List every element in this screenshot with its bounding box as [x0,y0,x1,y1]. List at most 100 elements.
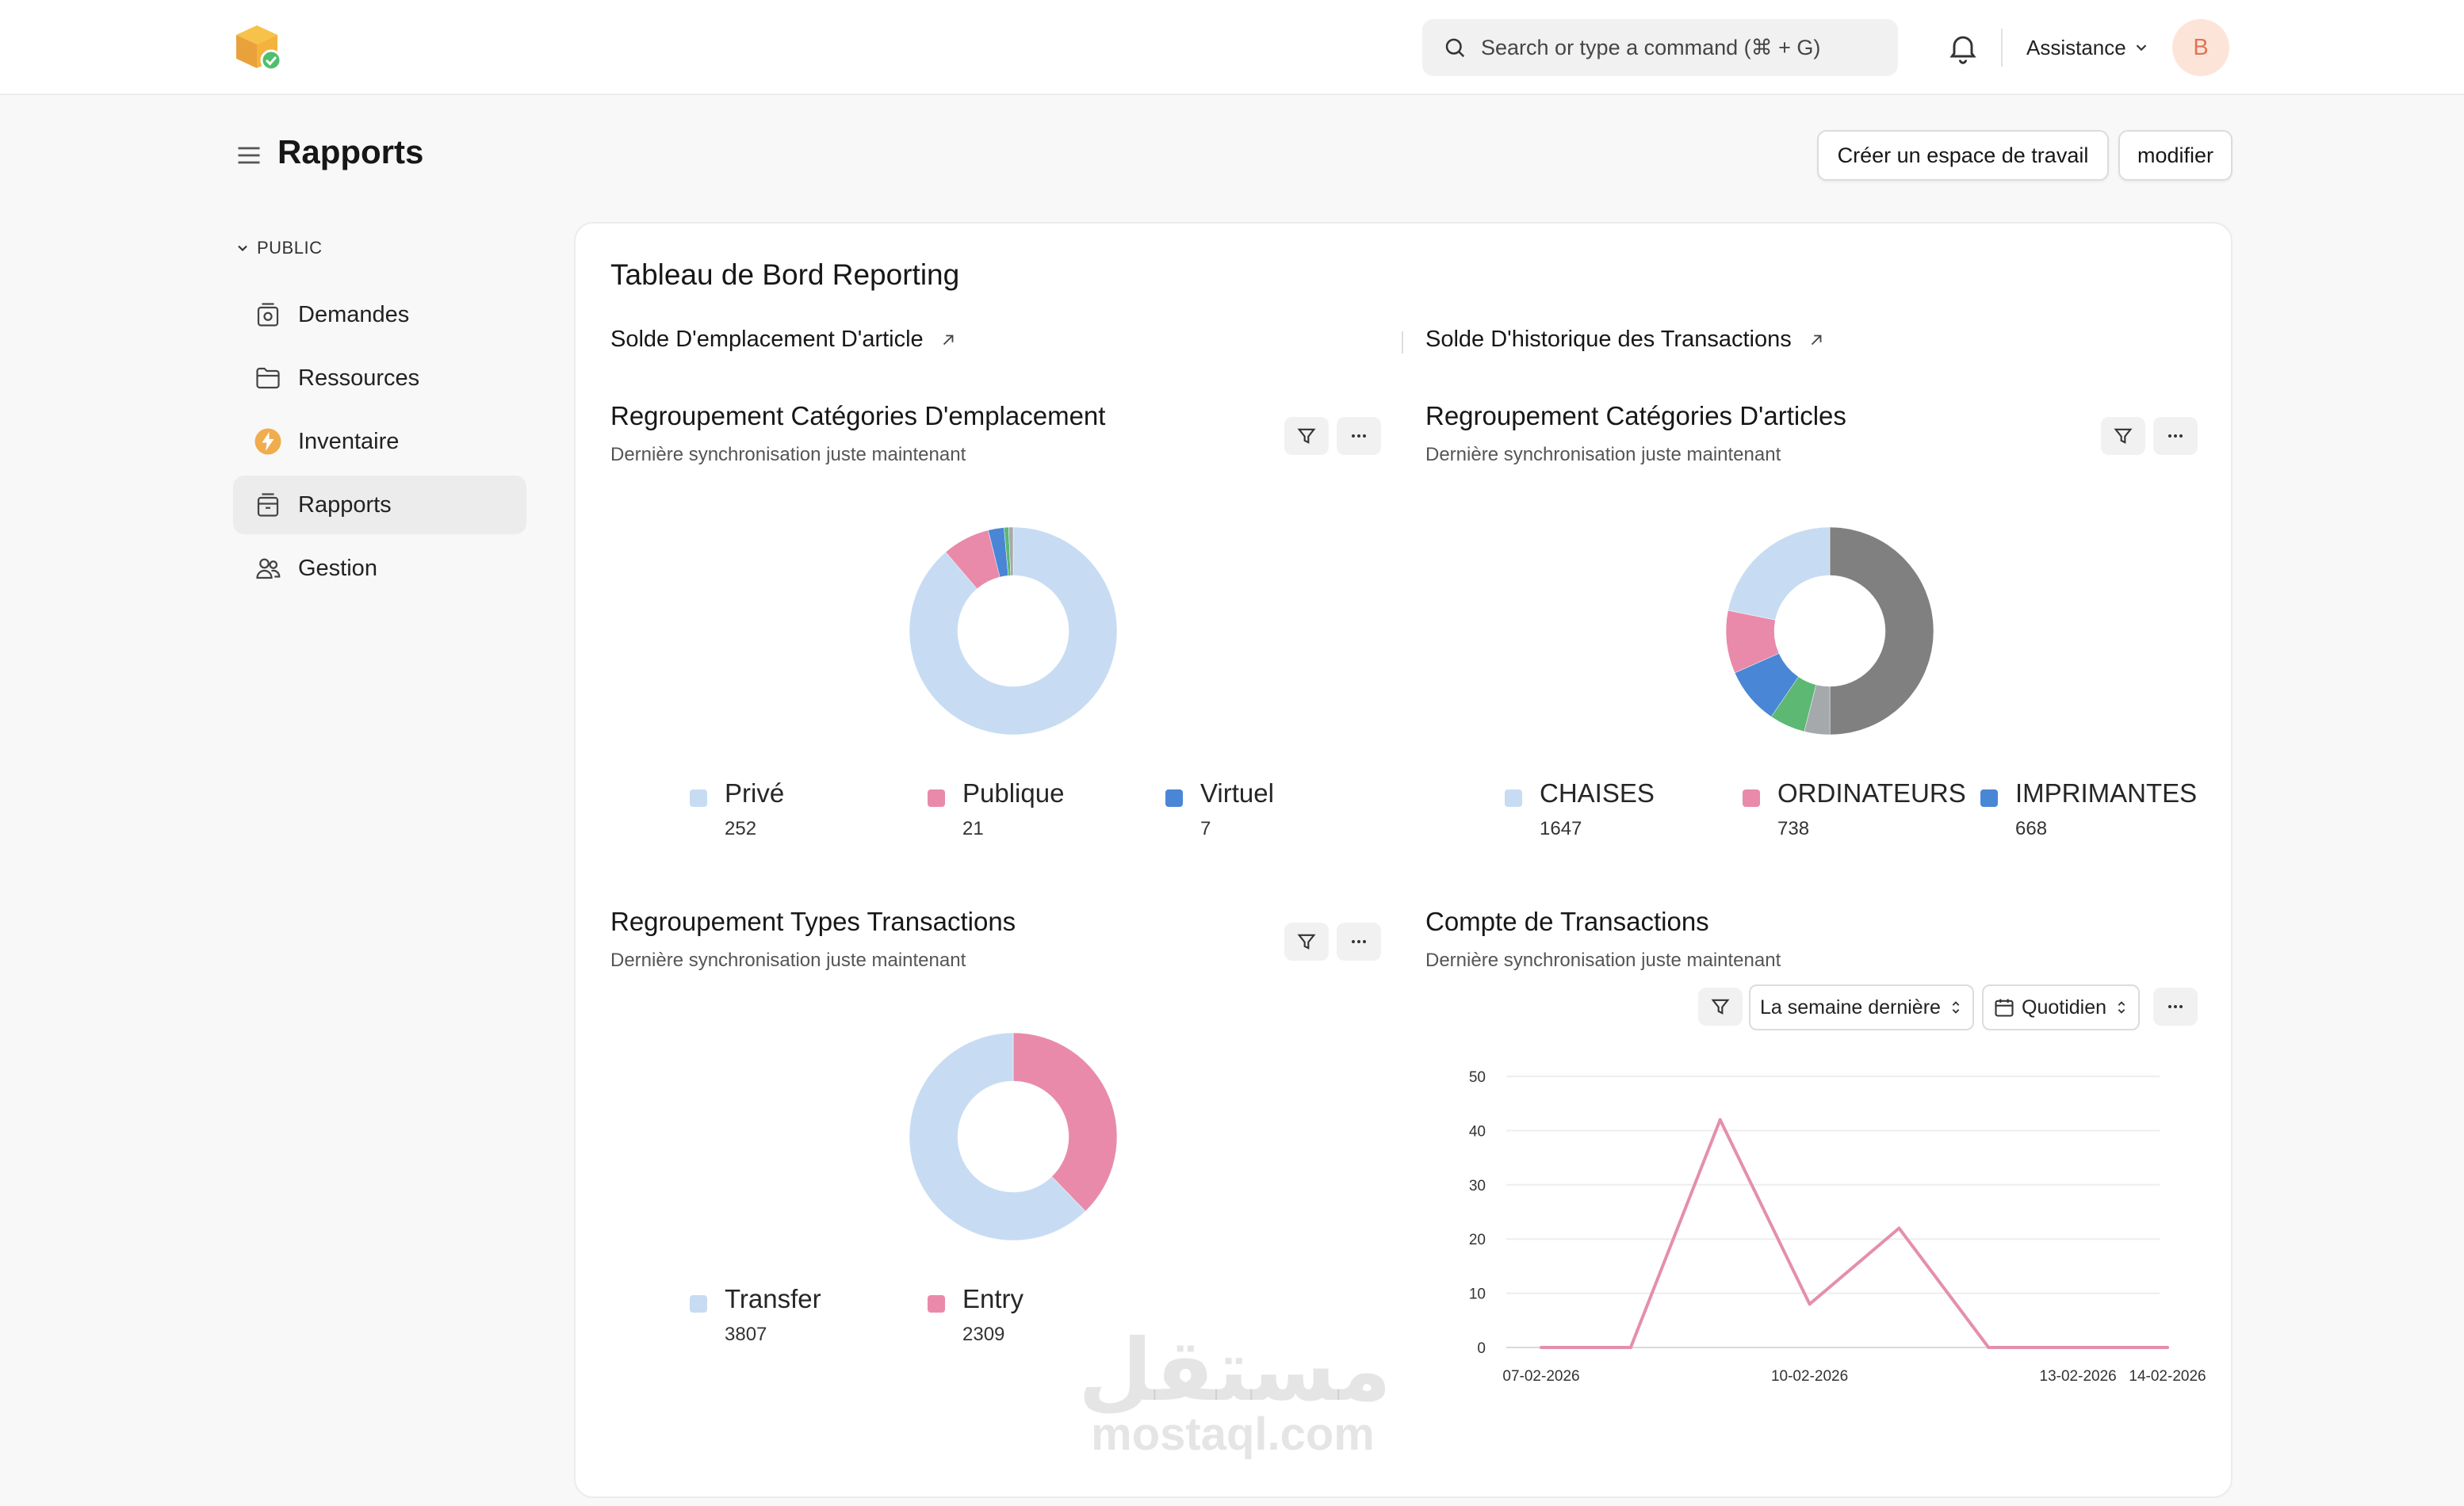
sidebar-item-inventaire[interactable]: Inventaire [233,412,526,471]
widget-sync-text: Dernière synchronisation juste maintenan… [610,950,966,971]
donut-slice-entry[interactable] [1012,1032,1118,1212]
legend-swatch [690,1295,707,1313]
legend-label: IMPRIMANTES [2015,778,2198,808]
legend-label: ORDINATEURS [1777,778,1966,808]
transaction-count-line-chart: 0 10 20 30 40 50 07-02-2026 10-02-2026 13-02-202… [1469,1069,2206,1385]
more-icon [1352,434,1366,438]
widget-title: Regroupement Catégories D'emplacement [610,401,1106,430]
legend-swatch [1165,789,1183,807]
page-title: Rapports [277,133,424,170]
filter-button[interactable] [1284,923,1329,961]
legend-label: Virtuel [1200,778,1274,808]
donut-slice-transfer[interactable] [909,1032,1086,1241]
data-point[interactable] [1808,1302,1812,1306]
period-value: La semaine dernière [1760,996,1941,1019]
legend-swatch [928,789,945,807]
widget-sync-text: Dernière synchronisation juste maintenan… [610,444,966,465]
y-tick-label: 10 [1469,1286,1486,1303]
data-point[interactable] [2076,1346,2080,1349]
filter-icon [2114,428,2133,444]
data-point[interactable] [1628,1346,1632,1349]
donut-slice-privé[interactable] [909,526,1118,736]
sidebar-item-label: Gestion [298,555,377,581]
legend-label: CHAISES [1540,778,1655,808]
top-bar: Assistance B [0,0,2464,95]
widget-title: Regroupement Types Transactions [610,907,1016,936]
item-location-balance-link[interactable]: Solde D'emplacement D'article [610,327,957,353]
notification-bell-icon[interactable] [1946,30,1980,65]
sidebar-section-toggle[interactable]: PUBLIC [235,238,322,258]
filter-button[interactable] [2101,417,2145,455]
y-tick-label: 20 [1469,1232,1486,1248]
data-point[interactable] [1987,1346,1991,1349]
more-options-button[interactable] [1337,417,1381,455]
data-point[interactable] [1540,1346,1543,1349]
report-icon [257,493,279,517]
x-tick-label: 14-02-2026 [2129,1368,2206,1385]
chevron-up-down-icon [2118,1001,2125,1014]
lightning-icon [254,428,281,455]
widget-title: Regroupement Catégories D'articles [1425,401,1846,430]
header-divider [2001,29,2003,67]
widget-sync-text: Dernière synchronisation juste maintenan… [1425,950,1781,971]
calendar-icon [1995,999,2014,1017]
data-point[interactable] [2166,1346,2169,1349]
series-line[interactable] [1541,1118,2167,1349]
search-bar[interactable] [1422,19,1898,76]
dashboard-title: Tableau de Bord Reporting [610,258,960,291]
data-point[interactable] [1718,1118,1722,1122]
interval-select[interactable]: Quotidien [1982,984,2141,1030]
request-icon [257,303,279,327]
sidebar-item-ressources[interactable]: Ressources [233,349,526,407]
location-category-donut-chart [909,526,1118,736]
more-icon [2168,1005,2183,1008]
donut-slice-0[interactable] [1829,526,1934,736]
more-icon [1352,940,1366,943]
legend-label: Publique [962,778,1065,808]
x-tick-label: 13-02-2026 [2040,1368,2117,1385]
legend-label: Privé [725,778,785,808]
sidebar-item-rapports[interactable]: Rapports [233,476,526,534]
sidebar-item-label: Ressources [298,365,420,391]
legend-swatch [928,1295,945,1313]
legend-value: 668 [2015,818,2048,839]
legend-swatch [1980,789,1998,807]
transaction-history-link[interactable]: Solde D'historique des Transactions [1425,327,1825,353]
more-options-button[interactable] [2153,988,2198,1026]
external-link-icon [1811,334,1822,345]
legend-label: Transfer [725,1284,821,1313]
data-point[interactable] [1897,1226,1901,1230]
legend-value: 252 [725,818,757,839]
sidebar-item-demandes[interactable]: Demandes [233,285,526,344]
more-options-button[interactable] [1337,923,1381,961]
donut-slice-4[interactable] [1008,526,1014,576]
folder-icon [256,367,280,389]
create-workspace-button[interactable]: Créer un espace de travail [1817,130,2109,181]
legend-label: Entry [962,1284,1024,1313]
filter-button[interactable] [1284,417,1329,455]
sidebar-item-gestion[interactable]: Gestion [233,539,526,598]
sidebar-item-label: Inventaire [298,428,400,454]
legend-value: 3807 [725,1324,767,1345]
help-label: Assistance [2026,35,2126,59]
sidebar-section-label: PUBLIC [257,238,323,258]
donut-slice-chaises[interactable] [1727,526,1831,621]
filter-button[interactable] [1698,988,1743,1026]
help-dropdown[interactable]: Assistance [2026,32,2150,63]
search-icon [1445,38,1465,58]
period-select[interactable]: La semaine dernière [1749,984,1974,1030]
users-icon [256,558,281,579]
y-tick-label: 0 [1477,1340,1486,1357]
report-link-label: Solde D'emplacement D'article [610,327,924,352]
interval-value: Quotidien [2022,996,2107,1019]
menu-icon[interactable] [235,141,263,170]
filter-icon [1711,999,1730,1015]
more-options-button[interactable] [2153,417,2198,455]
report-link-label: Solde D'historique des Transactions [1425,327,1792,352]
user-avatar[interactable]: B [2172,19,2229,76]
edit-button[interactable]: modifier [2118,130,2233,181]
app-logo-icon[interactable] [235,24,285,71]
search-input[interactable] [1481,35,1877,60]
y-tick-label: 50 [1469,1069,1486,1086]
chevron-down-icon [2136,44,2147,52]
